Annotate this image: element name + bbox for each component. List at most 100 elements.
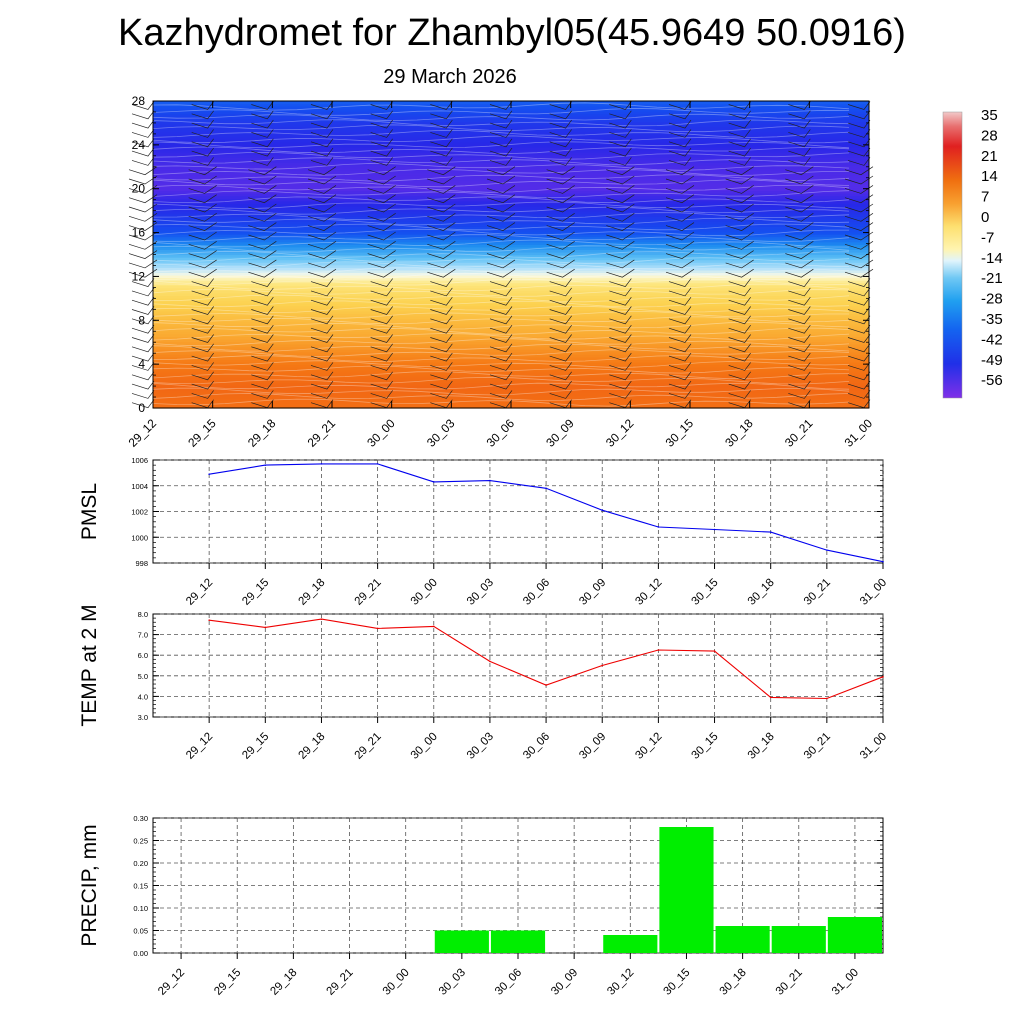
x-tick-label: 30_00	[409, 577, 440, 608]
x-tick-label: 30_00	[381, 967, 412, 998]
wind-barb	[728, 380, 751, 390]
wind-barb	[489, 296, 513, 306]
wind-barb	[191, 324, 214, 334]
wind-barb	[609, 315, 632, 325]
wind-barb	[668, 343, 692, 353]
wind-barb	[728, 324, 751, 334]
y-tick-label: 0.00	[133, 949, 148, 958]
x-tick-label: 30_09	[549, 967, 580, 998]
x-tick-label: 29_15	[212, 967, 243, 998]
wind-barb	[546, 175, 575, 185]
temp-data-point	[264, 626, 267, 629]
shading-band	[153, 208, 869, 212]
x-tick-label: 30_12	[633, 731, 664, 762]
wind-barb	[310, 362, 334, 371]
wind-barb	[609, 101, 632, 110]
wind-barb	[728, 390, 751, 399]
wind-barb	[606, 259, 635, 269]
wind-barb	[489, 380, 513, 390]
x-tick-label: 30_12	[603, 416, 637, 450]
shading-band	[153, 364, 869, 368]
wind-barb	[427, 166, 456, 176]
y-tick-label: 0.25	[133, 837, 148, 846]
wind-barb	[191, 147, 214, 157]
wind-barb	[725, 250, 754, 259]
wind-barb	[847, 362, 871, 371]
x-tick-label: 30_03	[437, 967, 468, 998]
wind-barb	[131, 352, 155, 362]
wind-barb	[188, 166, 217, 176]
shading-band	[153, 285, 869, 289]
wind-barb	[307, 241, 337, 250]
wind-barb	[131, 147, 155, 157]
shading-band	[153, 372, 869, 376]
wind-barb	[131, 287, 155, 297]
wind-barb	[847, 296, 871, 306]
shading-band	[153, 382, 869, 386]
wind-barb	[486, 268, 516, 278]
wind-barb	[307, 166, 337, 176]
contour-line	[152, 300, 850, 308]
wind-barb	[668, 390, 692, 399]
wind-barb	[728, 278, 751, 288]
precip-bar	[434, 930, 489, 953]
wind-barb	[131, 390, 155, 399]
shading-band	[153, 259, 869, 263]
colorbar-label: -49	[981, 352, 1003, 369]
contour-line	[152, 141, 850, 149]
x-tick-label: 29_18	[296, 577, 327, 608]
colorbar-label: -42	[981, 331, 1003, 348]
y-tick-label: 12	[132, 269, 146, 283]
wind-barb	[728, 110, 751, 120]
shading-band	[153, 139, 869, 143]
wind-barb	[668, 129, 692, 138]
precip-bar	[490, 930, 546, 953]
pmsl-data-point	[432, 481, 435, 483]
wind-barb	[310, 157, 334, 166]
wind-barb	[191, 306, 214, 315]
wind-barb	[725, 231, 754, 241]
wind-barb	[665, 194, 695, 204]
x-tick-label: 30_09	[543, 416, 577, 450]
wind-barb	[370, 296, 393, 306]
wind-barb	[310, 101, 334, 110]
shading-band	[153, 336, 869, 340]
wind-barb	[430, 110, 453, 120]
y-tick-label: 3.0	[138, 713, 148, 722]
wind-barb	[728, 119, 751, 129]
wind-barb	[549, 296, 572, 306]
contour-line	[152, 310, 849, 319]
wind-barb	[728, 287, 751, 297]
contour-line	[152, 294, 850, 303]
colorbar-label: -28	[981, 291, 1003, 308]
colorbar-scale	[942, 111, 963, 399]
wind-barb	[788, 390, 811, 399]
wind-barb	[430, 278, 453, 288]
wind-barb	[131, 324, 155, 334]
wind-barb	[430, 334, 453, 343]
wind-barb	[847, 147, 871, 157]
wind-barb	[847, 278, 871, 288]
shading-band	[153, 231, 869, 235]
shading-band	[153, 257, 869, 261]
wind-barb	[728, 343, 751, 353]
wind-barb	[486, 231, 516, 241]
temp-data-point	[432, 625, 435, 628]
wind-barb	[489, 334, 513, 343]
wind-barb	[370, 119, 393, 129]
wind-barb	[609, 287, 632, 297]
shading-band	[153, 205, 869, 210]
wind-barb	[251, 296, 274, 306]
wind-barb	[430, 129, 453, 138]
shading-band	[153, 182, 869, 187]
x-tick-label: 29_18	[268, 967, 299, 998]
shading-band	[153, 341, 869, 345]
wind-barb	[668, 287, 692, 297]
contour-line	[152, 393, 850, 401]
wind-barb	[668, 362, 692, 371]
wind-barb	[307, 213, 337, 222]
wind-barb	[489, 306, 513, 315]
shading-band	[153, 162, 869, 166]
shading-band	[153, 295, 869, 299]
